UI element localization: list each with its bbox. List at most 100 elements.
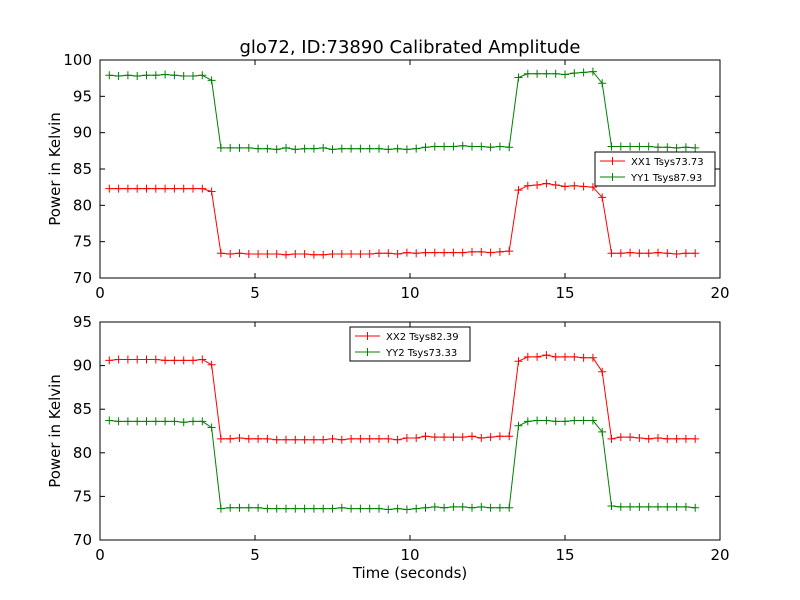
data-point-marker — [598, 427, 607, 436]
data-point-marker — [207, 360, 216, 369]
data-point-marker — [272, 145, 281, 154]
data-point-marker — [254, 144, 263, 153]
data-point-marker — [505, 432, 514, 441]
data-point-marker — [114, 71, 123, 80]
data-point-marker — [635, 142, 644, 151]
data-point-marker — [579, 353, 588, 362]
data-point-marker — [495, 503, 504, 512]
data-point-marker — [570, 352, 579, 361]
data-point-marker — [114, 184, 123, 193]
data-point-marker — [514, 186, 523, 195]
data-point-marker — [449, 433, 458, 442]
data-point-marker — [198, 355, 207, 364]
data-point-marker — [588, 67, 597, 76]
data-point-marker — [189, 71, 197, 80]
data-point-marker — [142, 417, 151, 426]
x-tick-label: 10 — [400, 546, 419, 564]
data-point-marker — [449, 142, 458, 151]
data-point-marker — [170, 71, 179, 80]
data-point-marker — [551, 417, 560, 426]
data-point-marker — [551, 352, 560, 361]
data-point-marker — [681, 249, 690, 258]
data-point-marker — [216, 434, 225, 443]
series-yy2 — [105, 416, 700, 514]
data-point-marker — [282, 435, 290, 444]
data-point-marker — [161, 70, 170, 79]
data-point-marker — [142, 71, 151, 80]
data-point-marker — [300, 504, 309, 513]
data-point-marker — [337, 503, 346, 512]
y-tick-label: 70 — [73, 531, 92, 549]
data-point-marker — [579, 182, 588, 191]
data-point-marker — [616, 502, 625, 511]
data-point-marker — [347, 144, 356, 153]
x-tick-label: 15 — [555, 284, 574, 302]
data-point-marker — [189, 184, 197, 193]
data-point-marker — [449, 248, 458, 257]
data-point-marker — [458, 502, 467, 511]
data-point-marker — [328, 434, 337, 443]
series-line — [109, 354, 696, 441]
y-tick-label: 95 — [73, 313, 92, 331]
data-point-marker — [514, 421, 523, 430]
data-point-marker — [691, 143, 700, 152]
series-line — [109, 420, 696, 511]
data-point-marker — [161, 356, 170, 365]
data-point-marker — [412, 433, 421, 442]
data-point-marker — [133, 184, 142, 193]
data-point-marker — [495, 142, 504, 151]
data-point-marker — [561, 70, 569, 79]
data-point-marker — [207, 76, 216, 85]
data-point-marker — [672, 143, 681, 152]
data-point-marker — [384, 434, 393, 443]
data-point-marker — [151, 184, 160, 193]
data-point-marker — [579, 416, 588, 425]
data-point-marker — [533, 180, 542, 189]
data-point-marker — [393, 504, 402, 513]
data-point-marker — [523, 417, 532, 426]
data-point-marker — [402, 433, 411, 442]
y-axis-label: Power in Kelvin — [46, 374, 64, 488]
y-tick-label: 95 — [73, 87, 92, 105]
data-point-marker — [254, 503, 263, 512]
data-point-marker — [626, 142, 635, 151]
data-point-marker — [468, 503, 476, 512]
data-point-marker — [375, 144, 383, 153]
data-point-marker — [356, 250, 365, 259]
data-point-marker — [616, 142, 625, 151]
data-point-marker — [309, 504, 318, 513]
data-point-marker — [588, 416, 597, 425]
data-point-marker — [319, 435, 328, 444]
data-point-marker — [681, 143, 690, 152]
data-point-marker — [514, 73, 523, 82]
data-point-marker — [291, 504, 300, 513]
data-point-marker — [412, 144, 421, 153]
data-point-marker — [282, 250, 290, 259]
data-point-marker — [570, 416, 579, 425]
data-point-marker — [198, 417, 207, 426]
data-point-marker — [430, 433, 439, 442]
series-xx2 — [105, 351, 700, 444]
data-point-marker — [635, 249, 644, 258]
legend-marker — [363, 332, 372, 340]
y-tick-label: 80 — [73, 444, 92, 462]
data-point-marker — [300, 250, 309, 259]
y-tick-label: 85 — [73, 400, 92, 418]
data-point-marker — [477, 142, 486, 151]
x-tick-label: 0 — [95, 546, 105, 564]
data-point-marker — [626, 502, 635, 511]
data-point-marker — [440, 248, 449, 257]
data-point-marker — [170, 184, 179, 193]
data-point-marker — [421, 432, 430, 441]
data-point-marker — [505, 143, 514, 152]
data-point-marker — [607, 142, 616, 151]
data-point-marker — [523, 352, 532, 361]
data-point-marker — [114, 355, 123, 364]
legend-box — [349, 326, 471, 362]
data-point-marker — [542, 179, 551, 188]
data-point-marker — [328, 504, 337, 513]
x-tick-label: 20 — [710, 284, 729, 302]
data-point-marker — [663, 434, 672, 443]
data-point-marker — [282, 143, 290, 152]
data-point-marker — [151, 355, 160, 364]
